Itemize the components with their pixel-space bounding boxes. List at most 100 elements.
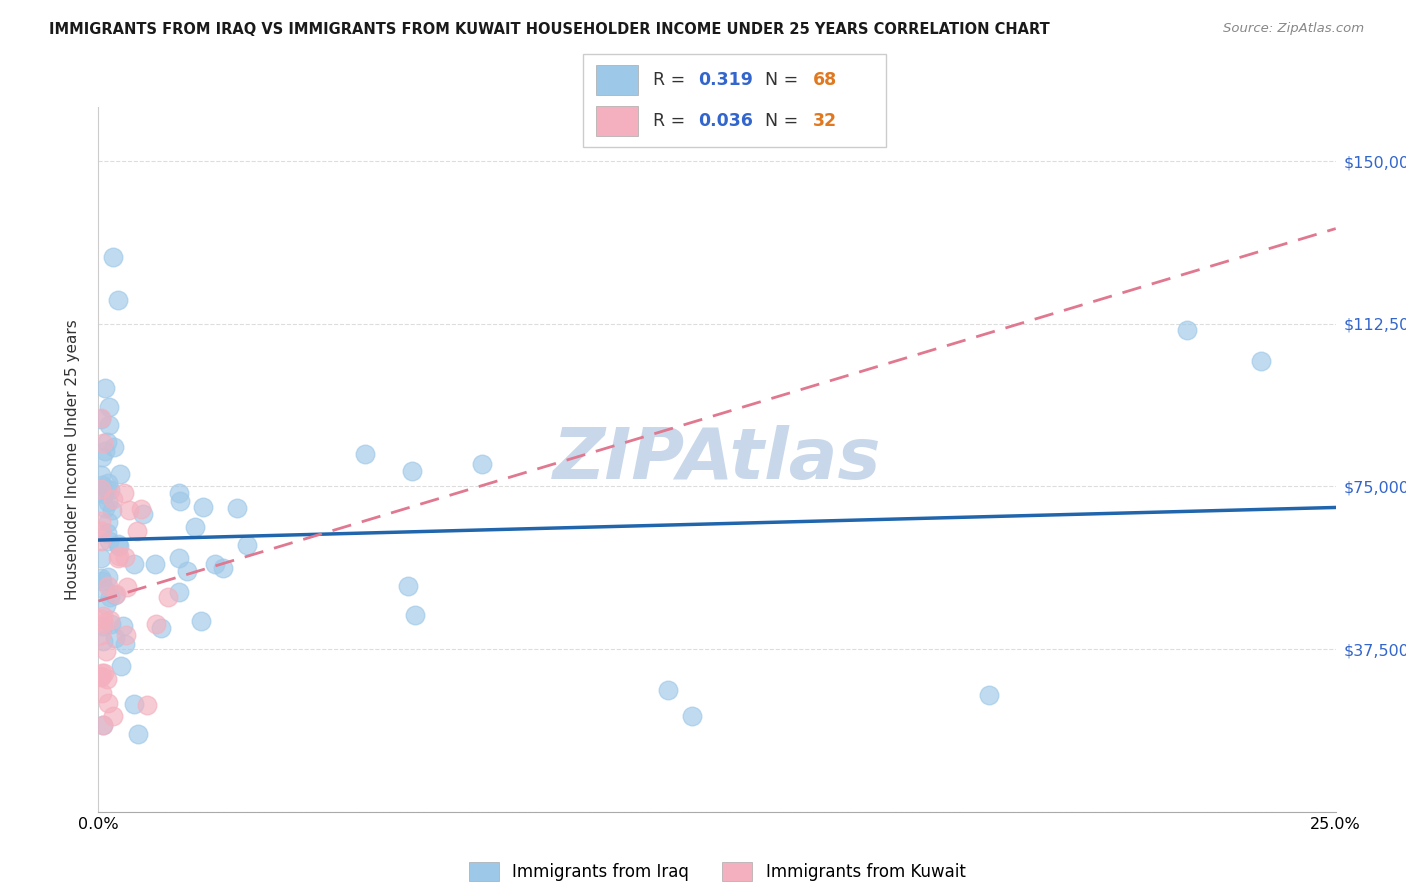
Text: Source: ZipAtlas.com: Source: ZipAtlas.com	[1223, 22, 1364, 36]
Point	[104, 588, 127, 602]
Point	[190, 614, 212, 628]
Point	[115, 580, 138, 594]
Point	[91, 619, 114, 633]
Point	[90, 571, 112, 585]
Point	[107, 537, 129, 551]
Point	[91, 718, 114, 732]
Point	[90, 666, 112, 681]
Y-axis label: Householder Income Under 25 years: Householder Income Under 25 years	[65, 319, 80, 599]
Text: R =: R =	[652, 112, 690, 130]
Point	[94, 583, 117, 598]
Point	[681, 709, 703, 723]
Point	[236, 538, 259, 552]
Point	[176, 564, 198, 578]
Point	[471, 457, 494, 471]
Point	[108, 467, 131, 482]
Point	[94, 501, 117, 516]
Point	[1250, 354, 1272, 368]
Point	[90, 670, 112, 684]
Point	[93, 616, 115, 631]
Point	[127, 726, 149, 740]
Point	[111, 619, 134, 633]
Point	[93, 666, 115, 681]
Text: N =: N =	[765, 70, 804, 88]
Point	[184, 519, 207, 533]
Point	[112, 486, 135, 500]
Point	[118, 502, 141, 516]
Point	[104, 631, 127, 645]
Point	[97, 495, 120, 509]
Point	[150, 621, 173, 635]
Point	[107, 293, 129, 307]
Point	[132, 508, 155, 522]
Text: 68: 68	[813, 70, 838, 88]
Point	[108, 549, 131, 564]
Point	[114, 550, 136, 565]
Point	[94, 381, 117, 395]
Point	[103, 440, 125, 454]
Point	[396, 579, 419, 593]
FancyBboxPatch shape	[583, 54, 886, 147]
Point	[91, 478, 114, 492]
Point	[169, 494, 191, 508]
Point	[91, 686, 114, 700]
Point	[107, 550, 129, 565]
Point	[103, 709, 125, 723]
Point	[122, 698, 145, 712]
Point	[129, 501, 152, 516]
Point	[96, 672, 118, 686]
Point	[94, 644, 117, 658]
Point	[90, 628, 112, 642]
Point	[90, 482, 112, 496]
Point	[1175, 322, 1198, 336]
Point	[108, 539, 131, 553]
Point	[115, 627, 138, 641]
Point	[167, 551, 190, 566]
Point	[98, 590, 121, 604]
Point	[93, 487, 115, 501]
Point	[96, 482, 118, 496]
Bar	[596, 65, 638, 95]
Point	[145, 616, 167, 631]
Text: IMMIGRANTS FROM IRAQ VS IMMIGRANTS FROM KUWAIT HOUSEHOLDER INCOME UNDER 25 YEARS: IMMIGRANTS FROM IRAQ VS IMMIGRANTS FROM …	[49, 22, 1050, 37]
Point	[90, 669, 112, 683]
Point	[97, 696, 120, 710]
Point	[105, 587, 128, 601]
Point	[101, 491, 124, 506]
Point	[97, 533, 120, 548]
Point	[98, 613, 121, 627]
Point	[143, 557, 166, 571]
Point	[90, 468, 112, 483]
Point	[191, 500, 214, 515]
Point	[98, 418, 121, 433]
Text: 0.036: 0.036	[699, 112, 754, 130]
Text: 0.319: 0.319	[699, 70, 754, 88]
Point	[101, 502, 124, 516]
Point	[93, 436, 115, 450]
Point	[97, 570, 120, 584]
Text: 32: 32	[813, 112, 838, 130]
Point	[114, 637, 136, 651]
Point	[169, 486, 191, 500]
Point	[98, 483, 121, 497]
Point	[90, 411, 112, 425]
Point	[94, 444, 117, 458]
Text: ZIPAtlas: ZIPAtlas	[553, 425, 882, 494]
Point	[657, 683, 679, 698]
Point	[90, 524, 112, 538]
Point	[136, 698, 159, 712]
Point	[90, 612, 112, 626]
Point	[204, 557, 226, 571]
Point	[97, 579, 120, 593]
Point	[94, 598, 117, 612]
Point	[90, 411, 112, 425]
Point	[122, 558, 145, 572]
Text: N =: N =	[765, 112, 804, 130]
Point	[100, 616, 122, 631]
Point	[404, 608, 426, 623]
Point	[90, 574, 112, 588]
Point	[401, 464, 423, 478]
Point	[225, 501, 247, 516]
Point	[979, 688, 1001, 702]
Point	[90, 534, 112, 549]
